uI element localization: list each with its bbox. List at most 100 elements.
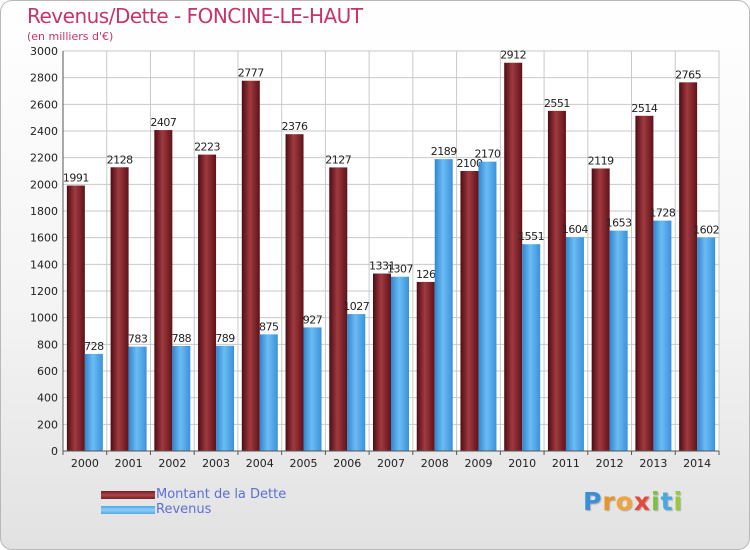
data-label-dette-2012: 2119	[588, 154, 614, 167]
data-label-dette-2013: 2514	[631, 102, 657, 115]
bar-dette-2000[interactable]	[66, 185, 85, 452]
bar-dette-2014[interactable]	[679, 82, 698, 451]
logo-letter: i	[673, 487, 684, 516]
bar-revenus-2012[interactable]	[609, 230, 628, 451]
y-tick-label: 1600	[30, 232, 58, 245]
data-label-dette-2001: 2128	[107, 153, 133, 166]
data-label-dette-2003: 2223	[194, 141, 220, 154]
logo-letter: r	[602, 487, 616, 516]
y-tick-label: 400	[37, 392, 58, 405]
data-label-revenus-2007: 1307	[387, 263, 413, 276]
bar-revenus-2008[interactable]	[434, 159, 453, 451]
y-tick-label: 2600	[30, 98, 58, 111]
bar-revenus-2010[interactable]	[522, 244, 541, 451]
bar-revenus-2001[interactable]	[128, 346, 147, 451]
legend-label-revenus: Revenus	[156, 502, 212, 517]
data-label-dette-2005: 2376	[282, 120, 308, 133]
chart-subtitle: (en milliers d'€)	[27, 30, 114, 43]
x-tick-label-2010: 2010	[508, 457, 536, 470]
bar-dette-2007[interactable]	[373, 273, 391, 451]
bar-dette-2013[interactable]	[635, 115, 654, 452]
bar-revenus-2011[interactable]	[565, 237, 584, 451]
bar-dette-2008[interactable]	[416, 281, 435, 451]
logo-letter: P	[583, 487, 603, 516]
x-tick-label-2011: 2011	[552, 457, 580, 470]
bar-dette-2006[interactable]	[329, 167, 348, 451]
data-label-revenus-2000: 728	[84, 340, 104, 353]
bar-dette-2001[interactable]	[110, 167, 129, 451]
data-label-revenus-2011: 1604	[562, 223, 588, 236]
data-label-revenus-2010: 1551	[518, 230, 544, 243]
legend-swatch-dette	[101, 491, 155, 499]
logo-letter: t	[660, 487, 674, 516]
x-tick-label-2001: 2001	[115, 457, 143, 470]
data-label-dette-2010: 2912	[500, 49, 526, 62]
data-label-revenus-2005: 927	[303, 313, 323, 326]
y-tick-label: 2400	[30, 125, 58, 138]
data-label-revenus-2004: 875	[259, 320, 279, 333]
y-tick-label: 2800	[30, 72, 58, 85]
data-label-revenus-2012: 1653	[606, 217, 632, 230]
legend-label-dette: Montant de la Dette	[156, 487, 287, 502]
data-label-dette-2009: 2100	[456, 157, 482, 170]
x-tick-label-2008: 2008	[421, 457, 449, 470]
x-tick-label-2006: 2006	[333, 457, 361, 470]
y-tick-label: 2200	[30, 152, 58, 165]
x-tick-label-2002: 2002	[158, 457, 186, 470]
x-tick-label-2007: 2007	[377, 457, 405, 470]
data-label-revenus-2008: 2189	[431, 145, 457, 158]
bar-dette-2011[interactable]	[547, 110, 566, 451]
bar-revenus-2002[interactable]	[172, 345, 191, 451]
bar-revenus-2014[interactable]	[697, 237, 716, 451]
data-label-dette-2014: 2765	[675, 68, 701, 81]
data-label-revenus-2006: 1027	[343, 300, 369, 313]
data-label-revenus-2014: 1602	[693, 223, 719, 236]
bar-revenus-2007[interactable]	[391, 276, 409, 451]
y-tick-label: 3000	[30, 45, 58, 58]
y-tick-label: 2000	[30, 178, 58, 191]
data-label-revenus-2002: 788	[172, 332, 192, 345]
x-tick-label-2013: 2013	[639, 457, 667, 470]
bar-revenus-2000[interactable]	[84, 353, 103, 451]
logo-letter: x	[633, 487, 651, 516]
bar-dette-2004[interactable]	[241, 80, 260, 451]
bar-revenus-2006[interactable]	[347, 314, 366, 451]
bar-dette-2005[interactable]	[285, 134, 304, 451]
x-tick-label-2005: 2005	[290, 457, 318, 470]
data-label-dette-2004: 2777	[238, 67, 264, 80]
bar-dette-2012[interactable]	[591, 168, 610, 451]
bar-revenus-2013[interactable]	[653, 220, 672, 451]
y-tick-label: 1800	[30, 205, 58, 218]
data-label-dette-2006: 2127	[325, 153, 351, 166]
x-tick-label-2009: 2009	[464, 457, 492, 470]
y-tick-label: 1000	[30, 312, 58, 325]
data-label-revenus-2001: 783	[128, 333, 148, 346]
data-label-revenus-2003: 789	[215, 332, 235, 345]
bar-dette-2002[interactable]	[154, 130, 173, 452]
bar-revenus-2005[interactable]	[303, 327, 322, 451]
y-tick-label: 0	[51, 445, 58, 458]
legend-swatch-revenus	[101, 506, 155, 514]
bar-dette-2003[interactable]	[198, 154, 217, 451]
logo-letter: o	[615, 487, 634, 516]
chart-title: Revenus/Dette - FONCINE-LE-HAUT	[27, 4, 363, 28]
y-tick-label: 200	[37, 418, 58, 431]
x-tick-label-2000: 2000	[71, 457, 99, 470]
y-tick-label: 600	[37, 365, 58, 378]
bar-revenus-2004[interactable]	[259, 334, 278, 451]
bar-revenus-2009[interactable]	[478, 161, 497, 451]
data-label-revenus-2013: 1728	[649, 207, 675, 220]
y-tick-label: 1200	[30, 285, 58, 298]
x-tick-label-2004: 2004	[246, 457, 274, 470]
bar-revenus-2003[interactable]	[216, 345, 235, 451]
data-label-dette-2008: 126	[416, 268, 436, 281]
data-label-dette-2000: 1991	[63, 172, 89, 185]
data-label-dette-2002: 2407	[150, 116, 176, 129]
data-label-dette-2007: 1331	[369, 260, 395, 273]
proxiti-logo: Proxiti	[583, 487, 683, 516]
bar-dette-2009[interactable]	[460, 171, 479, 451]
logo-letter: i	[651, 487, 661, 516]
bar-dette-2010[interactable]	[504, 62, 523, 451]
y-tick-label: 800	[37, 338, 58, 351]
